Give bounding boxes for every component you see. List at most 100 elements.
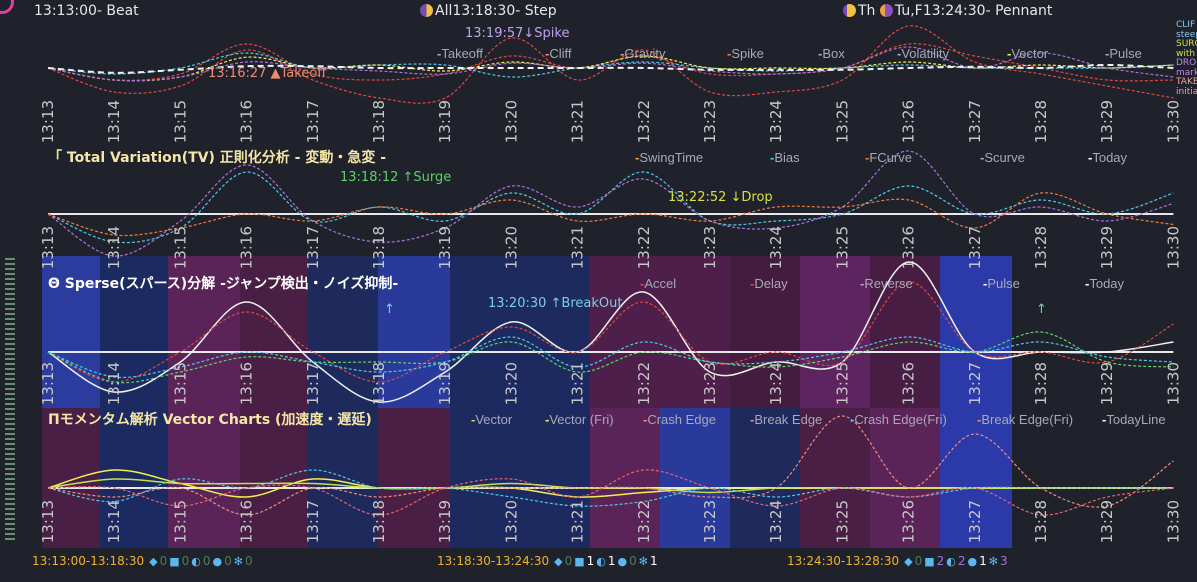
legend-item[interactable]: -Today — [1085, 276, 1124, 292]
legend-label: Scurve — [984, 150, 1025, 165]
legend-swatch: - — [750, 412, 755, 427]
legend-swatch: - — [545, 46, 550, 61]
legend-item[interactable]: -TodayLine — [1102, 412, 1166, 428]
legend-item[interactable]: -Vector — [471, 412, 512, 428]
legend-item[interactable]: -Box — [818, 46, 845, 62]
droplet-icon: ● — [617, 554, 628, 568]
x-tick-label: 13:28 — [1032, 100, 1050, 143]
note-text: mark — [1176, 68, 1197, 78]
legend-label: Accel — [644, 276, 677, 291]
legend-swatch: - — [897, 46, 902, 61]
legend-item[interactable]: -Crash Edge — [643, 412, 716, 428]
x-tick-label: 13:14 — [105, 500, 123, 543]
x-tick-label: 13:13 — [39, 500, 57, 543]
legend-swatch: - — [860, 276, 865, 291]
legend-label: Pulse — [987, 276, 1020, 291]
x-tick-label: 13:21 — [569, 226, 587, 269]
x-tick-label: 13:20 — [502, 500, 520, 543]
series-line-1 — [47, 43, 1174, 82]
legend-item[interactable]: -Vector — [1007, 46, 1048, 62]
legend-item[interactable]: -Delay — [750, 276, 788, 292]
x-tick-label: 13:15 — [171, 100, 189, 143]
count: 0 — [202, 554, 211, 568]
regime-block — [378, 408, 450, 548]
legend-label: Break Edge — [754, 412, 823, 427]
legend-item[interactable]: -Takeoff — [437, 46, 483, 62]
series-line-1 — [47, 150, 1174, 257]
count: 1 — [650, 554, 658, 568]
legend-item[interactable]: -Volatility — [897, 46, 949, 62]
regime-block — [240, 408, 308, 548]
series-line-4 — [47, 469, 1174, 516]
x-tick-label: 13:29 — [1098, 100, 1116, 143]
legend-item[interactable]: -Pulse — [1105, 46, 1142, 62]
header-step-label: All13:18:30- Step — [435, 3, 557, 19]
x-tick-label: 13:23 — [701, 100, 719, 143]
legend-item[interactable]: -FCurve — [865, 150, 912, 166]
series-line-2 — [47, 192, 1174, 237]
legend-swatch: - — [727, 46, 732, 61]
legend-label: Crash Edge — [647, 412, 716, 427]
legend-item[interactable]: -Today — [1088, 150, 1127, 166]
x-tick-label: 13:17 — [304, 500, 322, 543]
legend-label: Today — [1089, 276, 1125, 291]
count: 1 — [586, 554, 595, 568]
header-step: All13:18:30- Step — [420, 3, 557, 19]
logo-icon — [0, 0, 14, 14]
snowflake-icon: ✻ — [988, 554, 998, 568]
legend-item[interactable]: -Pulse — [983, 276, 1020, 292]
legend-item[interactable]: -Accel — [640, 276, 676, 292]
legend-item[interactable]: -Spike — [727, 46, 764, 62]
x-tick-label: 13:16 — [238, 100, 256, 143]
x-tick-label: 13:20 — [502, 362, 520, 405]
annotation-breakout: 13:20:30 ↑BreakOut — [488, 296, 623, 311]
x-tick-label: 13:23 — [701, 362, 719, 405]
x-tick-label: 13:27 — [966, 362, 984, 405]
magnet-icon: ◐ — [946, 554, 956, 568]
count: 1 — [979, 554, 987, 568]
legend-label: Today — [1092, 150, 1128, 165]
legend-label: FCurve — [869, 150, 912, 165]
regime-block — [308, 408, 378, 548]
legend-item[interactable]: -Bias — [770, 150, 800, 166]
scroll-handle[interactable] — [5, 258, 15, 540]
legend-label: Crash Edge(Fri) — [854, 412, 947, 427]
x-tick-label: 13:28 — [1032, 362, 1050, 405]
note-title: CLIF — [1176, 20, 1196, 30]
annotation-takeoff: 13:16:27 ▲Takeoff — [208, 66, 327, 81]
x-tick-label: 13:19 — [436, 100, 454, 143]
legend-swatch: - — [980, 150, 985, 165]
legend-item[interactable]: -Vector (Fri) — [545, 412, 614, 428]
side-note-takeoff: TAKE initia — [1176, 77, 1197, 97]
x-tick-label: 13:26 — [900, 500, 918, 543]
time-range: 13:13:00-13:18:30 — [32, 554, 145, 568]
x-tick-label: 13:25 — [833, 226, 851, 269]
legend-swatch: - — [1105, 46, 1110, 61]
legend-label: Bias — [774, 150, 800, 165]
panel-title-momentum: Πモメンタム解析 Vector Charts (加速度・遅延) — [48, 412, 372, 428]
legend-item[interactable]: -SwingTime — [635, 150, 703, 166]
legend-item[interactable]: -Cliff — [545, 46, 572, 62]
x-tick-label: 13:14 — [105, 100, 123, 143]
legend-item[interactable]: -Scurve — [980, 150, 1025, 166]
x-tick-label: 13:24 — [767, 500, 785, 543]
regime-block — [378, 256, 450, 408]
legend-item[interactable]: -Crash Edge(Fri) — [850, 412, 947, 428]
x-tick-label: 13:28 — [1032, 500, 1050, 543]
x-tick-label: 13:22 — [635, 500, 653, 543]
x-tick-label: 13:24 — [767, 362, 785, 405]
footer-summary: 13:24:30-13:28:30 ◆ 0 ■ 2 ◐ 2 ● 1 ✻ 3 — [787, 554, 1008, 568]
arrow-up-icon: ↑ — [384, 302, 395, 317]
legend-item[interactable]: -Reverse — [860, 276, 913, 292]
note-text: initia — [1176, 87, 1197, 97]
legend-item[interactable]: -Break Edge(Fri) — [977, 412, 1073, 428]
time-range: 13:18:30-13:24:30 — [437, 554, 550, 568]
legend-swatch: - — [437, 46, 442, 61]
legend-item[interactable]: -Gravity — [620, 46, 666, 62]
legend-label: Reverse — [864, 276, 913, 291]
x-tick-label: 13:24 — [767, 226, 785, 269]
legend-item[interactable]: -Break Edge — [750, 412, 822, 428]
regime-block — [168, 256, 240, 408]
regime-block — [308, 256, 378, 408]
header-pennant-label: Tu,F13:24:30- Pennant — [894, 3, 1053, 19]
